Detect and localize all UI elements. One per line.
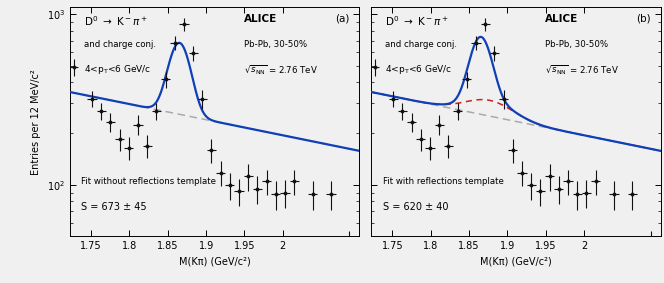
Text: Fit without reflections template: Fit without reflections template: [81, 177, 216, 186]
Text: (a): (a): [335, 14, 349, 24]
Text: S = 620 ± 40: S = 620 ± 40: [382, 202, 448, 212]
Text: D$^0$ $\rightarrow$ K$^-\pi^+$: D$^0$ $\rightarrow$ K$^-\pi^+$: [84, 14, 148, 28]
Text: S = 673 ± 45: S = 673 ± 45: [81, 202, 147, 212]
Text: $\sqrt{s_{\rm NN}}$ = 2.76 TeV: $\sqrt{s_{\rm NN}}$ = 2.76 TeV: [544, 63, 619, 76]
X-axis label: M(Kπ) (GeV/c²): M(Kπ) (GeV/c²): [179, 257, 250, 267]
Text: and charge conj.: and charge conj.: [84, 40, 156, 49]
Text: D$^0$ $\rightarrow$ K$^-\pi^+$: D$^0$ $\rightarrow$ K$^-\pi^+$: [386, 14, 450, 28]
Text: (b): (b): [636, 14, 651, 24]
Text: Pb-Pb, 30-50%: Pb-Pb, 30-50%: [544, 40, 608, 49]
Text: and charge conj.: and charge conj.: [386, 40, 457, 49]
Text: Pb-Pb, 30-50%: Pb-Pb, 30-50%: [244, 40, 307, 49]
Text: ALICE: ALICE: [544, 14, 578, 24]
Text: 4<p$_{\rm T}$<6 GeV/c: 4<p$_{\rm T}$<6 GeV/c: [84, 63, 151, 76]
Text: $\sqrt{s_{\rm NN}}$ = 2.76 TeV: $\sqrt{s_{\rm NN}}$ = 2.76 TeV: [244, 63, 317, 76]
X-axis label: M(Kπ) (GeV/c²): M(Kπ) (GeV/c²): [480, 257, 552, 267]
Text: Fit with reflections template: Fit with reflections template: [382, 177, 503, 186]
Text: ALICE: ALICE: [244, 14, 277, 24]
Y-axis label: Entries per 12 MeV/c²: Entries per 12 MeV/c²: [31, 69, 41, 175]
Text: 4<p$_{\rm T}$<6 GeV/c: 4<p$_{\rm T}$<6 GeV/c: [386, 63, 453, 76]
